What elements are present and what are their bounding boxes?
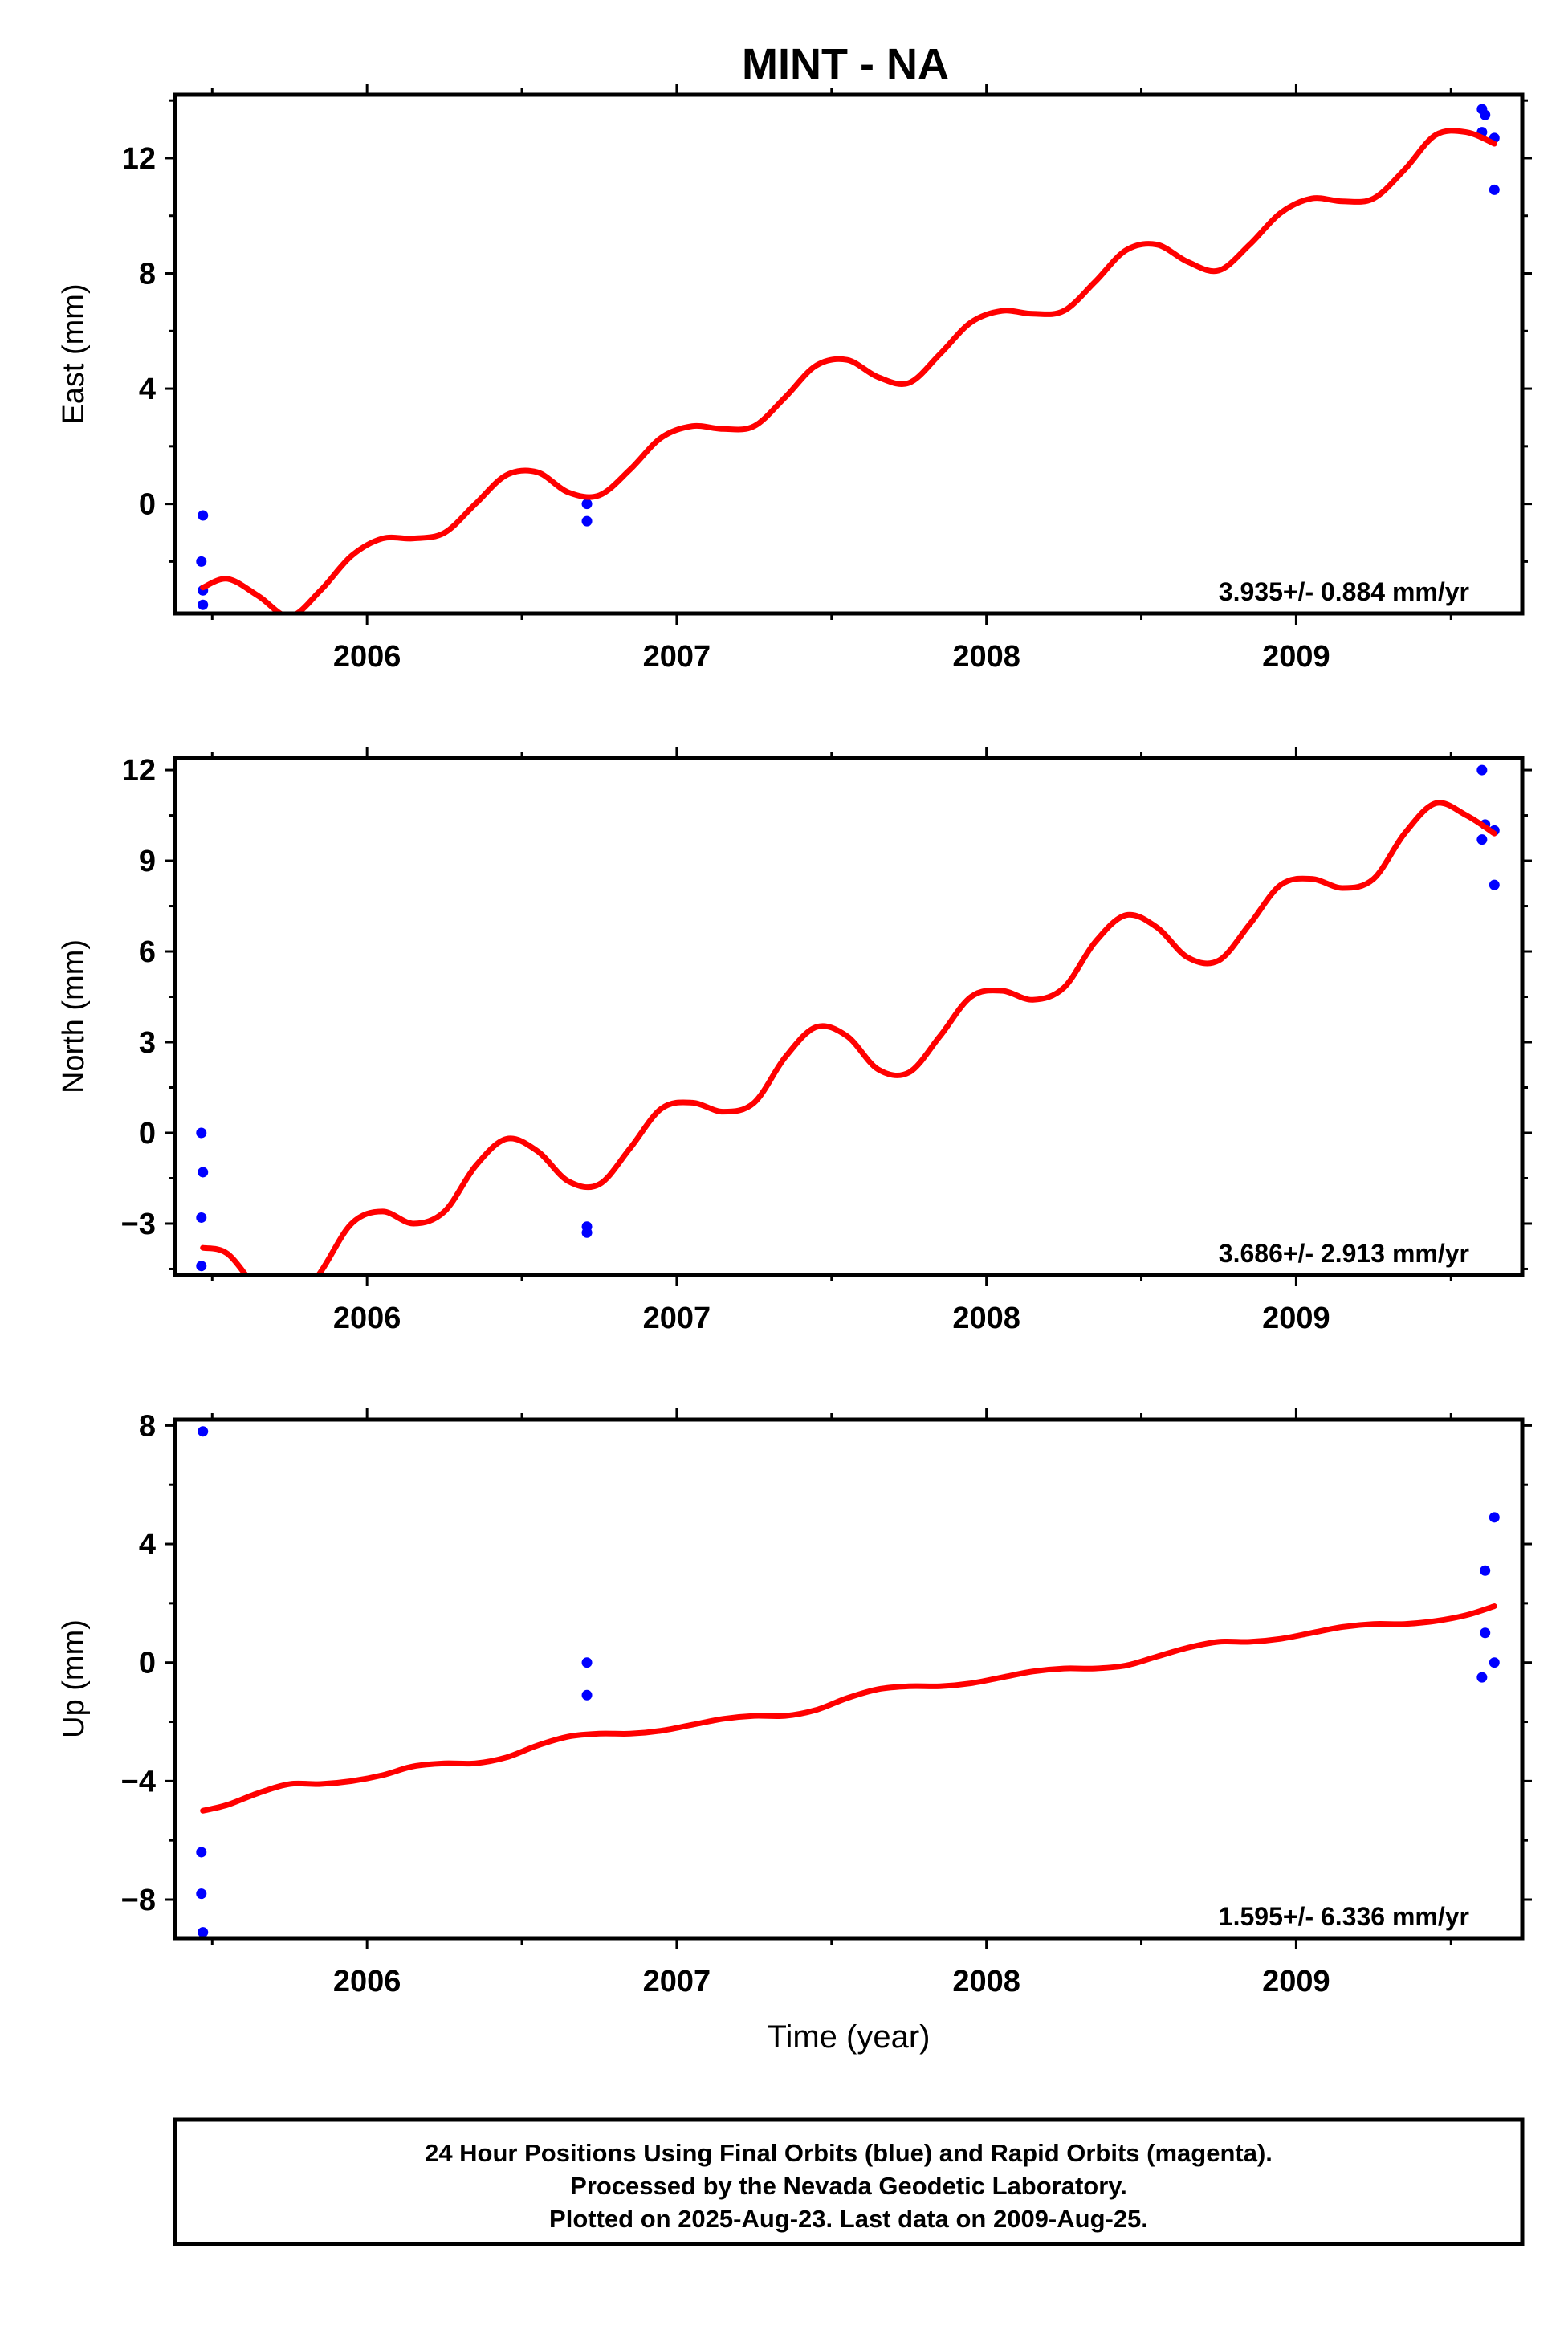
up-y-tick-label: 8 xyxy=(139,1409,156,1443)
up-x-tick-label: 2007 xyxy=(643,1965,711,1998)
east-plot-area xyxy=(196,104,1500,613)
up-x-tick-label: 2009 xyxy=(1262,1965,1330,1998)
up-y-tick-label: −8 xyxy=(121,1884,156,1917)
north-y-tick-label: 6 xyxy=(139,935,156,969)
east-x-tick-label: 2007 xyxy=(643,640,711,674)
north-data-point xyxy=(198,1167,209,1178)
north-panel: −3 0 3 6 9 12 2006 2007 2008 2009 North (mm) 3.686+… xyxy=(57,747,1532,1335)
up-data-point xyxy=(1480,1627,1491,1639)
up-data-point xyxy=(1489,1512,1500,1523)
footer-line-1: 24 Hour Positions Using Final Orbits (bl… xyxy=(425,2139,1273,2167)
east-model-fit-line xyxy=(200,128,1497,613)
up-data-point xyxy=(196,1847,207,1858)
up-panel: −8 −4 0 4 8 2006 2007 2008 2009 Up (mm) Time (year… xyxy=(57,1408,1532,2055)
north-x-tick-label: 2009 xyxy=(1262,1301,1330,1335)
east-y-tick-label: 8 xyxy=(139,258,156,291)
up-x-axis-label: Time (year) xyxy=(768,2019,931,2055)
north-x-tick-label: 2008 xyxy=(952,1301,1020,1335)
east-panel: 0 4 8 12 2006 2007 2008 2009 East (mm) 3.935+/- 0… xyxy=(57,84,1532,674)
up-data-point xyxy=(1489,1657,1500,1668)
north-y-tick-label: 12 xyxy=(122,754,156,788)
east-data-point xyxy=(198,599,209,610)
east-y-axis-label: East (mm) xyxy=(57,283,91,424)
up-data-point xyxy=(198,1426,209,1437)
up-y-tick-label: 4 xyxy=(139,1528,156,1562)
footer-line-3: Plotted on 2025-Aug-23. Last data on 200… xyxy=(549,2205,1148,2233)
up-x-tick-label: 2008 xyxy=(952,1965,1020,1998)
up-data-point xyxy=(1476,1672,1488,1683)
east-data-point xyxy=(198,510,209,521)
north-model-fit-line xyxy=(200,800,1497,1275)
east-y-tick-label: 0 xyxy=(139,488,156,522)
east-data-point xyxy=(1489,184,1500,195)
up-rate-label: 1.595+/- 6.336 mm/yr xyxy=(1219,1902,1469,1931)
north-data-point xyxy=(196,1212,207,1223)
north-x-tick-label: 2006 xyxy=(333,1301,401,1335)
east-y-tick-label: 12 xyxy=(122,142,156,176)
east-frame xyxy=(173,92,1525,616)
north-y-tick-label: −3 xyxy=(121,1208,156,1241)
footer-line-2: Processed by the Nevada Geodetic Laborat… xyxy=(570,2172,1127,2200)
east-data-point xyxy=(196,556,207,567)
east-data-point xyxy=(1480,109,1491,120)
up-y-axis-label: Up (mm) xyxy=(57,1619,91,1738)
east-rate-label: 3.935+/- 0.884 mm/yr xyxy=(1219,577,1469,606)
north-data-point xyxy=(196,1127,207,1139)
north-y-tick-label: 0 xyxy=(139,1117,156,1151)
east-x-tick-label: 2006 xyxy=(333,640,401,674)
up-model-fit-line xyxy=(200,1603,1497,1814)
up-plot-area xyxy=(196,1426,1500,1938)
up-x-tick-label: 2006 xyxy=(333,1965,401,1998)
north-x-tick-label: 2007 xyxy=(643,1301,711,1335)
east-data-point xyxy=(581,499,593,510)
north-data-point xyxy=(1489,879,1500,890)
north-rate-label: 3.686+/- 2.913 mm/yr xyxy=(1219,1239,1469,1268)
north-y-tick-label: 3 xyxy=(139,1026,156,1060)
up-data-point xyxy=(1480,1565,1491,1576)
north-frame xyxy=(173,756,1525,1277)
north-data-point xyxy=(1476,764,1488,776)
up-data-point xyxy=(581,1657,593,1668)
up-frame xyxy=(173,1417,1525,1941)
chart-title: MINT - NA xyxy=(742,40,949,88)
north-y-axis-label: North (mm) xyxy=(57,939,91,1094)
north-data-point xyxy=(581,1227,593,1238)
north-plot-area xyxy=(196,764,1500,1275)
up-data-point xyxy=(198,1927,209,1938)
north-data-point xyxy=(1476,834,1488,845)
east-data-point xyxy=(581,515,593,527)
north-data-point xyxy=(196,1261,207,1272)
up-data-point xyxy=(196,1888,207,1900)
north-y-tick-label: 9 xyxy=(139,845,156,878)
up-data-point xyxy=(581,1689,593,1701)
east-x-tick-label: 2009 xyxy=(1262,640,1330,674)
footer-border xyxy=(173,2117,1525,2246)
east-y-tick-label: 4 xyxy=(139,373,156,406)
east-x-tick-label: 2008 xyxy=(952,640,1020,674)
up-y-tick-label: 0 xyxy=(139,1647,156,1680)
footer-box: 24 Hour Positions Using Final Orbits (bl… xyxy=(173,2117,1525,2246)
up-y-tick-label: −4 xyxy=(121,1765,156,1798)
